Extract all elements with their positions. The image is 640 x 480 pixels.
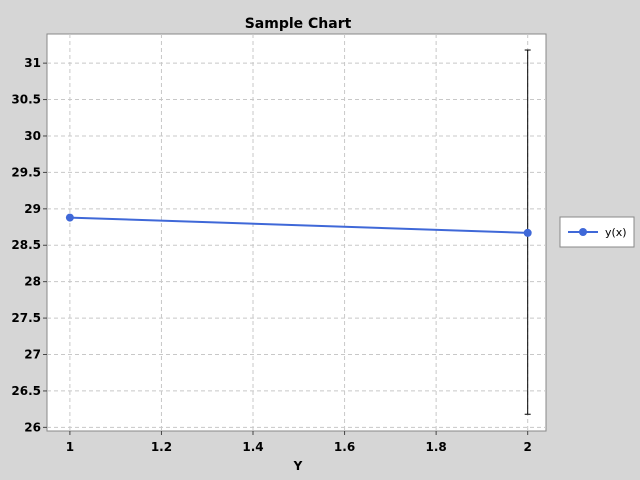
series-line [69,216,528,234]
y-tick-label: 30 [24,129,41,143]
x-tick-label: 1.8 [425,440,446,454]
legend-label: y(x) [605,226,627,239]
legend-marker [579,228,587,236]
data-point [523,228,532,237]
x-tick-label: 1 [66,440,74,454]
y-tick-label: 27 [24,348,41,362]
y-tick-label: 30.5 [11,93,41,107]
x-tick-label: 1.4 [242,440,263,454]
y-tick-label: 26 [24,420,41,434]
plot-area [46,33,547,432]
y-tick-label: 29.5 [11,165,41,179]
y-tick-label: 26.5 [11,384,41,398]
y-tick-label: 28.5 [11,238,41,252]
legend: y(x) [559,216,635,248]
chart-title: Sample Chart [245,16,352,32]
y-tick-label: 31 [24,56,41,70]
x-tick-label: 2 [524,440,532,454]
y-tick-label: 29 [24,202,41,216]
x-tick-label: 1.6 [334,440,355,454]
x-tick-label: 1.2 [151,440,172,454]
series-layer [65,49,532,415]
y-tick-label: 28 [24,275,41,289]
x-axis-title: Y [293,459,303,473]
y-tick-label: 27.5 [11,311,41,325]
axes: 26 26.5 27 27.5 28 28.5 29 29.5 30 30.5 31 1 1.2 1.4 1… [11,56,531,454]
data-point [65,213,74,222]
